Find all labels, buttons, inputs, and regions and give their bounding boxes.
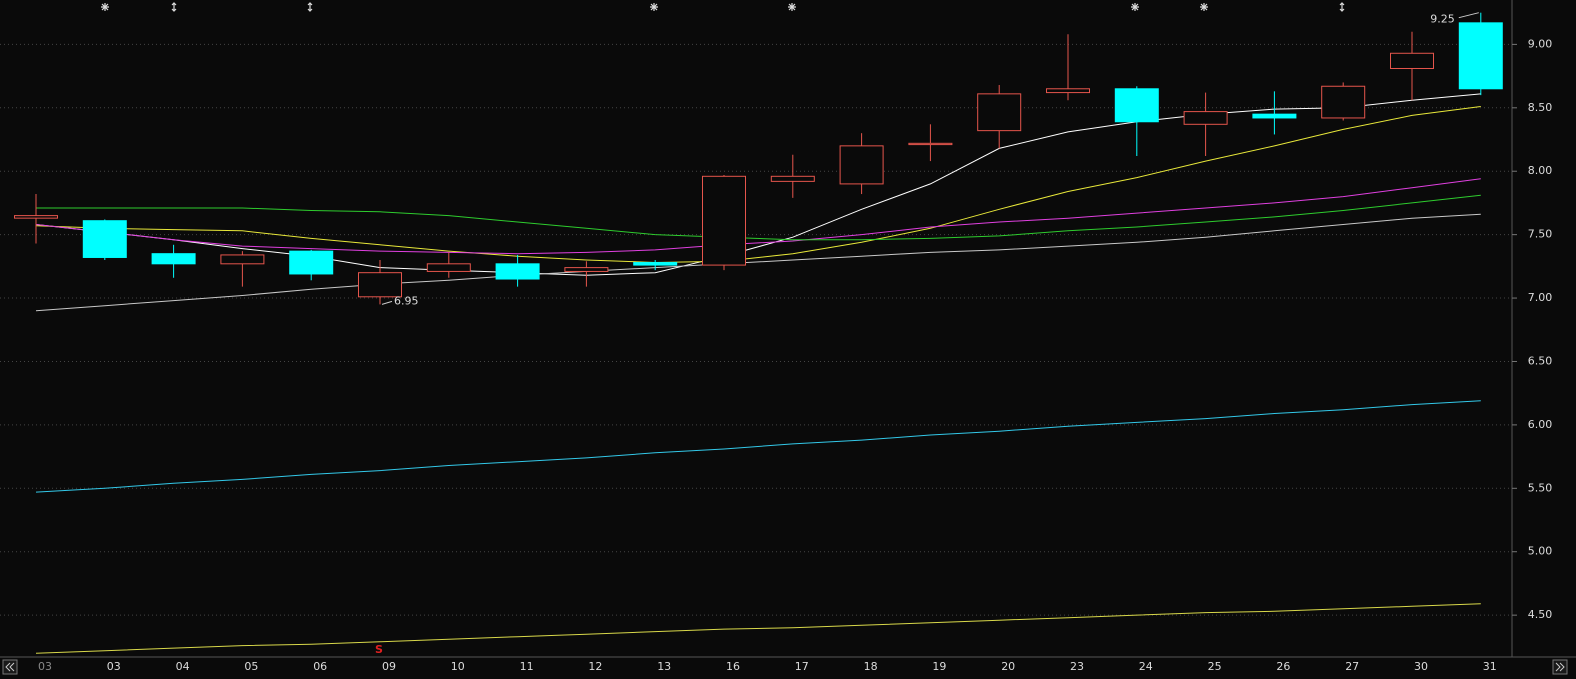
- moving-average-line: [35, 400, 1481, 493]
- x-tick-label: 10: [451, 660, 465, 673]
- x-tick-label: 25: [1208, 660, 1222, 673]
- y-tick-label: 9.00: [1528, 37, 1553, 50]
- min-pointer: [381, 300, 393, 305]
- event-icon: [1131, 3, 1139, 11]
- x-tick-label: 12: [588, 660, 602, 673]
- y-tick-label: 7.50: [1528, 228, 1553, 241]
- moving-average-line: [35, 106, 1481, 264]
- event-icon: [1339, 2, 1345, 12]
- candle-body: [151, 253, 196, 265]
- y-tick-label: 6.00: [1528, 418, 1553, 431]
- x-tick-label: 30: [1414, 660, 1428, 673]
- scroll-right-icon: [1555, 662, 1565, 672]
- candle-body: [839, 145, 884, 185]
- x-tick-label: 20: [1001, 660, 1015, 673]
- x-tick-label: 16: [726, 660, 740, 673]
- x-tick-label: 19: [932, 660, 946, 673]
- candle-body: [426, 263, 471, 272]
- y-tick-label: 7.00: [1528, 291, 1553, 304]
- event-icon: [1200, 3, 1208, 11]
- x-tick-label: 05: [244, 660, 258, 673]
- candle-body: [1183, 111, 1228, 125]
- scroll-left[interactable]: [2, 659, 18, 675]
- max-label: 9.25: [1430, 13, 1455, 26]
- candle-body: [702, 175, 746, 266]
- candle-body: [14, 215, 58, 219]
- min-label: 6.95: [394, 294, 419, 307]
- signal-label: S: [375, 643, 383, 656]
- event-icons: [101, 2, 1345, 12]
- y-tick-label: 6.50: [1528, 354, 1553, 367]
- x-tick-label: 04: [176, 660, 190, 673]
- x-tick-label: 31: [1483, 660, 1497, 673]
- y-tick-label: 5.00: [1528, 545, 1553, 558]
- event-icon: [788, 3, 796, 11]
- candle-body: [1252, 113, 1297, 119]
- candle-body: [1390, 52, 1434, 69]
- x-tick-label: 06: [313, 660, 327, 673]
- moving-average-line: [36, 194, 1481, 241]
- candle-body: [82, 220, 127, 258]
- scroll-left-icon: [5, 662, 15, 672]
- x-tick-label: 17: [795, 660, 809, 673]
- candle-body: [1046, 88, 1090, 94]
- candle-body: [289, 250, 334, 275]
- x-tick-label: 24: [1139, 660, 1153, 673]
- moving-average-line: [35, 178, 1481, 255]
- x-tick-label: 26: [1276, 660, 1290, 673]
- x-tick-label: 18: [864, 660, 878, 673]
- candle-body: [564, 267, 609, 272]
- candle-body: [770, 175, 815, 182]
- x-tick-label: 09: [382, 660, 396, 673]
- moving-average-line: [35, 603, 1481, 654]
- y-tick-label: 4.50: [1528, 608, 1553, 621]
- candle-body: [977, 93, 1022, 132]
- event-icon: [650, 3, 658, 11]
- candle-body: [1321, 85, 1366, 119]
- scroll-right[interactable]: [1552, 659, 1568, 675]
- candle-body: [1114, 88, 1159, 123]
- x-tick-label: 03: [107, 660, 121, 673]
- candle-body: [358, 272, 402, 298]
- moving-average-line: [35, 213, 1481, 312]
- y-tick-label: 8.00: [1528, 164, 1553, 177]
- x-tick-label: 13: [657, 660, 671, 673]
- max-pointer: [1458, 12, 1479, 19]
- y-tick-label: 5.50: [1528, 481, 1553, 494]
- candle-body: [220, 254, 265, 265]
- event-icon: [307, 2, 313, 12]
- moving-average-line: [35, 93, 1481, 276]
- candle-body: [633, 262, 678, 266]
- plot: 4.50 5.00 5.50 6.00 6.50 7.00 7.50 8.00 8.50 9.00…: [0, 12, 1553, 673]
- candle-body: [1458, 22, 1503, 90]
- event-icon: [171, 2, 177, 12]
- candle-body: [908, 142, 953, 146]
- x-tick-label: 27: [1345, 660, 1359, 673]
- x-tick-label: 23: [1070, 660, 1084, 673]
- x-tick-label: 11: [520, 660, 534, 673]
- candle-body: [495, 263, 540, 280]
- x-tick-label: 03: [38, 660, 52, 673]
- event-icon: [101, 3, 109, 11]
- y-tick-label: 8.50: [1528, 101, 1553, 114]
